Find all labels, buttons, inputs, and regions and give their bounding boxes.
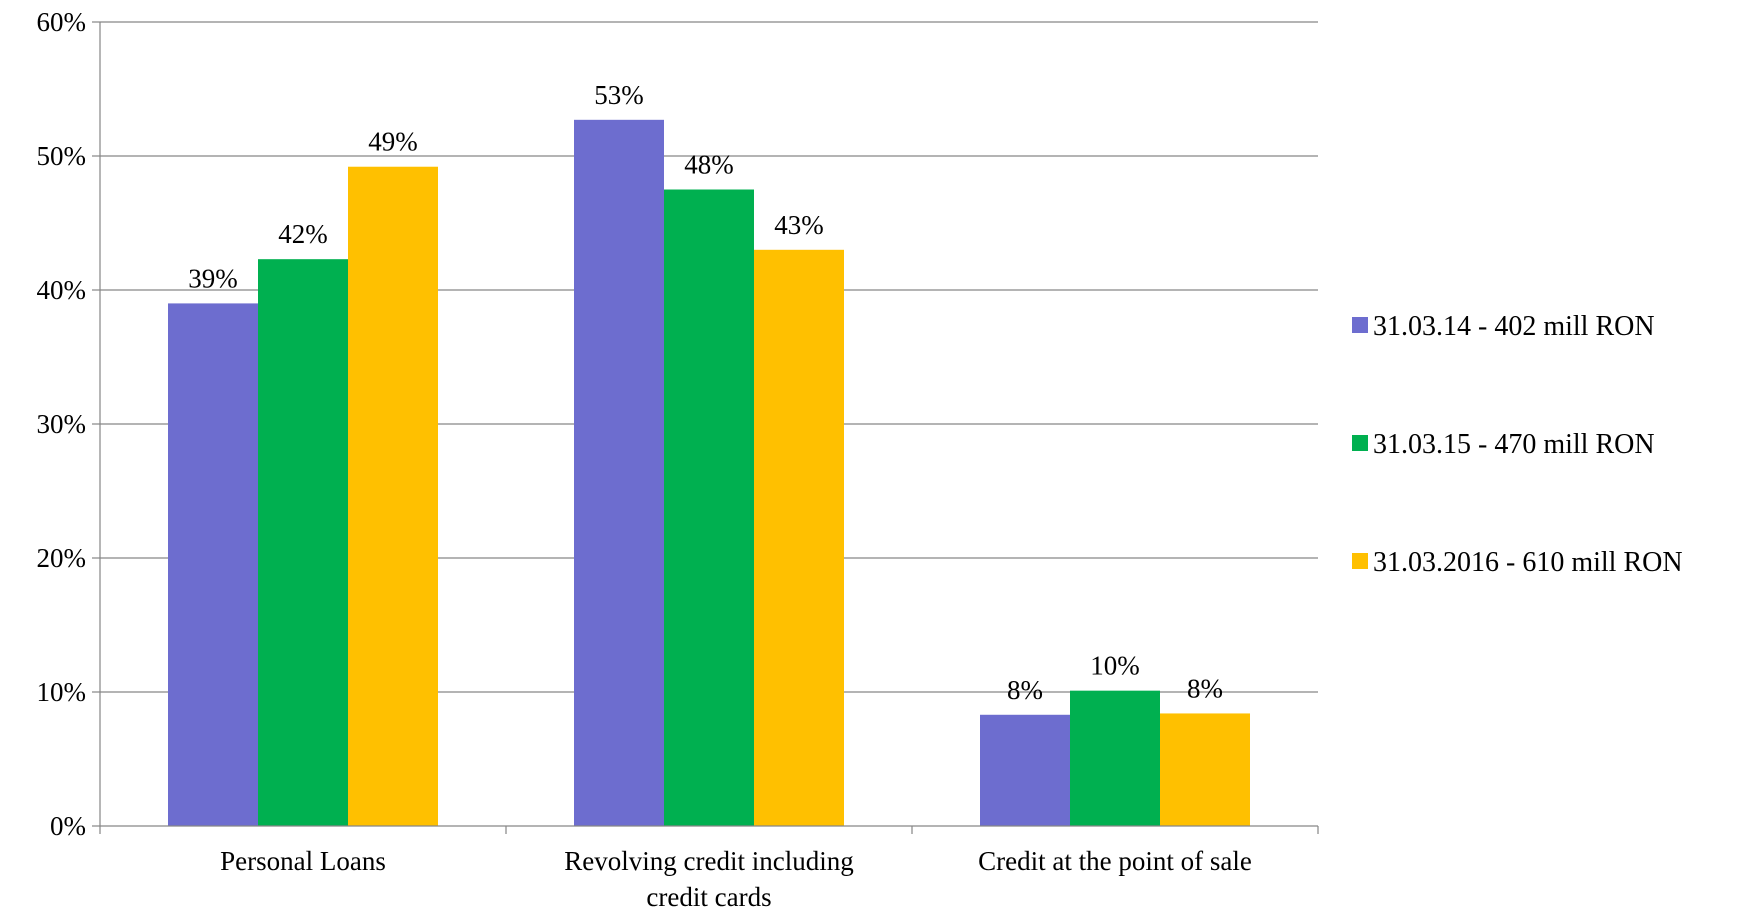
x-tick-label: Credit at the point of sale bbox=[978, 846, 1252, 876]
data-label: 10% bbox=[1090, 651, 1140, 681]
bar bbox=[574, 119, 664, 826]
x-tick-label: Revolving credit including bbox=[564, 846, 853, 876]
axes: 0% 10% 20% 30% 40% 50% 60% Personal Loans Revolv… bbox=[37, 7, 1319, 909]
y-tick-label: 20% bbox=[37, 543, 87, 573]
legend-label: 31.03.15 - 470 mill RON bbox=[1373, 429, 1655, 460]
y-tick-label: 10% bbox=[37, 677, 87, 707]
data-label: 39% bbox=[188, 263, 238, 293]
bar bbox=[348, 166, 438, 827]
data-label: 42% bbox=[278, 219, 328, 249]
legend: 31.03.14 - 402 mill RON 31.03.15 - 470 mi… bbox=[1352, 311, 1683, 578]
bar bbox=[754, 249, 844, 827]
bar bbox=[980, 714, 1070, 826]
bars bbox=[168, 119, 1250, 827]
y-tick-label: 50% bbox=[37, 141, 87, 171]
legend-swatch bbox=[1352, 553, 1368, 569]
data-label: 48% bbox=[684, 150, 734, 180]
bar bbox=[258, 259, 348, 826]
legend-label: 31.03.14 - 402 mill RON bbox=[1373, 311, 1655, 342]
bar bbox=[1160, 713, 1250, 826]
y-tick-label: 60% bbox=[37, 7, 87, 37]
data-label: 8% bbox=[1007, 675, 1043, 705]
x-tick-label: credit cards bbox=[646, 882, 771, 909]
y-tick-label: 30% bbox=[37, 409, 87, 439]
x-tick-label: Personal Loans bbox=[220, 846, 386, 876]
bar bbox=[168, 303, 258, 826]
data-label: 49% bbox=[368, 127, 418, 157]
y-tick-label: 0% bbox=[50, 811, 86, 841]
data-labels: 39% 42% 49% 53% 48% 43% 8% 10% 8% bbox=[188, 80, 1223, 705]
bar bbox=[664, 189, 754, 826]
bar bbox=[1070, 690, 1160, 826]
data-label: 8% bbox=[1187, 673, 1223, 703]
y-tick-label: 40% bbox=[37, 275, 87, 305]
data-label: 53% bbox=[594, 80, 644, 110]
legend-label: 31.03.2016 - 610 mill RON bbox=[1373, 547, 1683, 578]
legend-swatch bbox=[1352, 317, 1368, 333]
legend-swatch bbox=[1352, 435, 1368, 451]
data-label: 43% bbox=[774, 210, 824, 240]
